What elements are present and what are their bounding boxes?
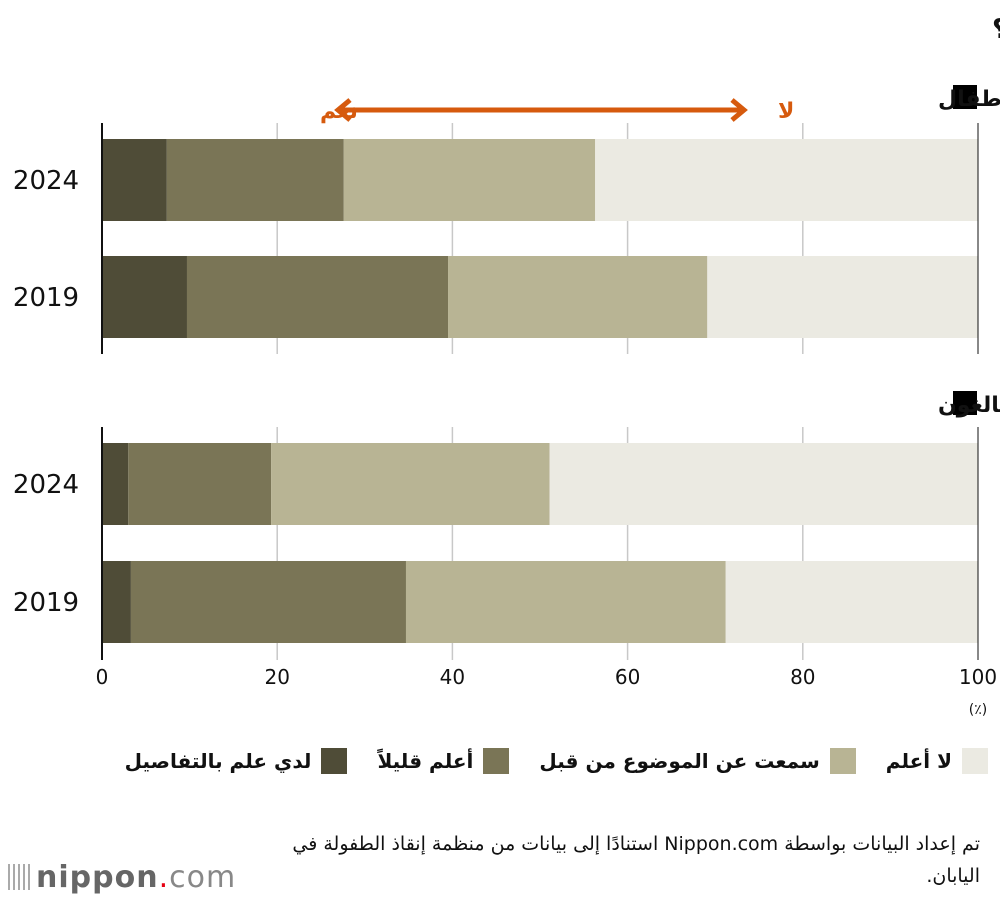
arrow-right-head-icon — [730, 98, 748, 122]
yes-label: نعم — [320, 99, 358, 124]
legend-swatch — [483, 748, 510, 774]
legend-label: سمعت عن الموضوع من قبل — [539, 749, 820, 773]
x-tick-label: 100 — [959, 665, 997, 689]
group-marker-icon — [953, 391, 977, 415]
x-tick-label: 60 — [615, 665, 640, 689]
legend-label: أعلم قليلاً — [377, 749, 474, 773]
group-label: الأطفال — [938, 84, 1000, 112]
bar-segment — [549, 443, 978, 525]
x-tick-label: 40 — [440, 665, 465, 689]
legend-item: لدي علم بالتفاصيل — [125, 748, 348, 774]
x-tick-label: 80 — [790, 665, 815, 689]
chart-title: هل تعلم عن فقر الأطفال في اليابان؟ — [992, 12, 1000, 45]
bar-segment — [448, 256, 708, 338]
x-unit-label: (٪) — [969, 702, 987, 718]
year-label: 2019 — [13, 283, 79, 313]
bar-segment — [271, 443, 550, 525]
yes-no-arrow: نعم لا — [320, 98, 794, 124]
bar-segment — [102, 256, 187, 338]
legend-item: سمعت عن الموضوع من قبل — [539, 748, 856, 774]
group-label: البالغون — [938, 393, 1000, 418]
no-label: لا — [778, 99, 794, 124]
arrow-left-head-icon — [334, 98, 352, 122]
logo-tld: com — [169, 860, 237, 895]
logo-name: nippon — [36, 860, 159, 895]
year-label: 2024 — [13, 470, 79, 500]
year-label: 2024 — [13, 166, 79, 196]
bar-segment — [102, 443, 129, 525]
legend-item: لا أعلم — [886, 748, 988, 774]
bar-segment — [186, 256, 449, 338]
legend-swatch — [829, 748, 856, 774]
bars — [101, 123, 979, 660]
bar-segment — [128, 443, 272, 525]
stacked-bar-chart: هل تعلم عن فقر الأطفال في اليابان؟ 0 20 40… — [13, 12, 1000, 718]
bar-segment — [343, 139, 596, 221]
legend-label: لا أعلم — [885, 749, 952, 773]
source-note: تم إعداد البيانات بواسطة Nippon.com استن… — [292, 833, 980, 887]
group-marker-icon — [953, 85, 977, 109]
x-tick-label: 20 — [264, 665, 289, 689]
bar-segment — [102, 139, 167, 221]
legend-item: أعلم قليلاً — [377, 748, 510, 774]
bar-segment — [102, 561, 131, 643]
legend-swatch — [962, 748, 988, 774]
legend-swatch — [321, 748, 348, 774]
labels: 0 20 40 60 80 100 (٪) الأطفال 2024 2019 البالغون 20… — [13, 84, 1000, 718]
year-label: 2019 — [13, 588, 79, 618]
bar-segment — [166, 139, 344, 221]
bar-segment — [725, 561, 978, 643]
logo-bars-icon — [8, 864, 30, 890]
legend: لا أعلم سمعت عن الموضوع من قبل أعلم قليلاً… — [10, 748, 988, 774]
logo-dot: . — [158, 860, 170, 895]
bar-segment — [595, 139, 978, 221]
legend-label: لدي علم بالتفاصيل — [124, 749, 312, 773]
bar-segment — [405, 561, 726, 643]
bar-segment — [707, 256, 978, 338]
x-tick-label: 0 — [96, 665, 109, 689]
nippon-logo: nippon.com — [8, 860, 236, 895]
bar-segment — [130, 561, 406, 643]
